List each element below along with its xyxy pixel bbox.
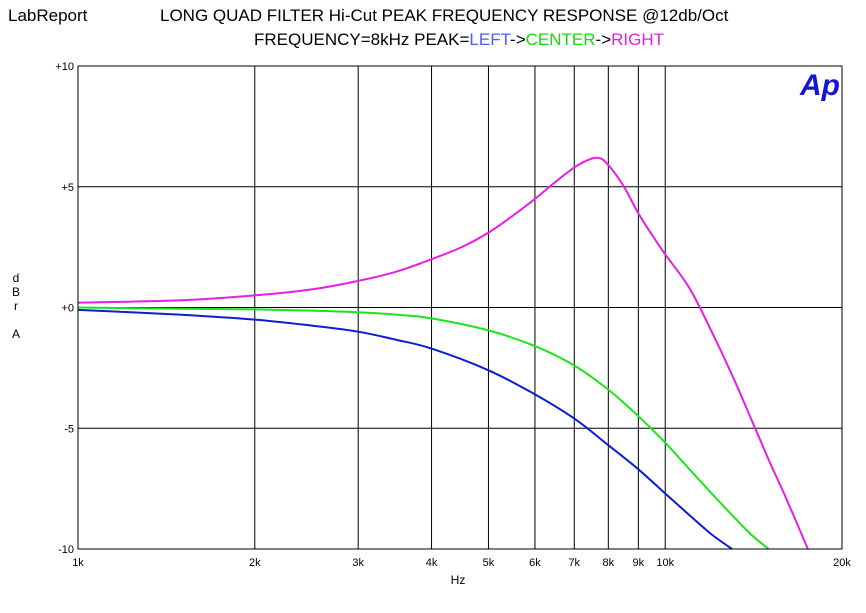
x-tick-label: 5k <box>483 557 495 569</box>
y-tick-label: -5 <box>64 423 74 435</box>
x-tick-label: 10k <box>656 557 674 569</box>
axis-ticks: 1k 2k 3k 4k 5k 6k 7k 8k 9k 10k 20k +10 +5 +0 -5 -10 <box>55 61 851 569</box>
svg-text:Ap: Ap <box>799 69 840 102</box>
subtitle-right: RIGHT <box>611 30 665 49</box>
subtitle-prefix: FREQUENCY=8kHz PEAK= <box>254 30 470 49</box>
series-line-left <box>77 308 733 550</box>
x-tick-label: 6k <box>529 557 541 569</box>
subtitle-left: LEFT <box>469 30 511 49</box>
y-tick-label: +5 <box>61 182 74 194</box>
y-axis-label-char: r <box>14 299 18 313</box>
chart-title: LONG QUAD FILTER Hi-Cut PEAK FREQUENCY R… <box>160 6 729 25</box>
chart-header: LabReport LONG QUAD FILTER Hi-Cut PEAK F… <box>0 0 866 60</box>
grid <box>78 66 842 549</box>
x-tick-label: 1k <box>72 557 84 569</box>
x-tick-label: 2k <box>249 557 261 569</box>
chart-subtitle: FREQUENCY=8kHz PEAK=LEFT->CENTER->RIGHT <box>254 30 664 50</box>
series-line-center <box>77 306 770 550</box>
x-tick-label: 4k <box>426 557 438 569</box>
x-tick-label: 9k <box>633 557 645 569</box>
x-tick-label: 20k <box>833 557 851 569</box>
x-tick-label: 8k <box>603 557 615 569</box>
subtitle-center: CENTER <box>525 30 596 49</box>
y-axis-label-char: B <box>12 285 20 299</box>
y-tick-label: +0 <box>61 303 74 315</box>
y-axis-label-char: d <box>13 271 20 285</box>
y-tick-label: +10 <box>55 61 74 73</box>
x-tick-label: 7k <box>568 557 580 569</box>
brand-label: LabReport <box>8 6 88 25</box>
x-tick-label: 3k <box>352 557 364 569</box>
y-axis-label-char: A <box>12 327 20 341</box>
series-line-right <box>77 156 809 550</box>
subtitle-arrow: -> <box>510 30 526 49</box>
plot-frame <box>77 65 843 550</box>
x-axis-label: Hz <box>451 573 466 587</box>
y-tick-label: -10 <box>58 544 74 556</box>
ap-logo-icon: Ap <box>799 69 840 102</box>
subtitle-arrow: -> <box>595 30 612 49</box>
series-lines <box>77 156 809 550</box>
